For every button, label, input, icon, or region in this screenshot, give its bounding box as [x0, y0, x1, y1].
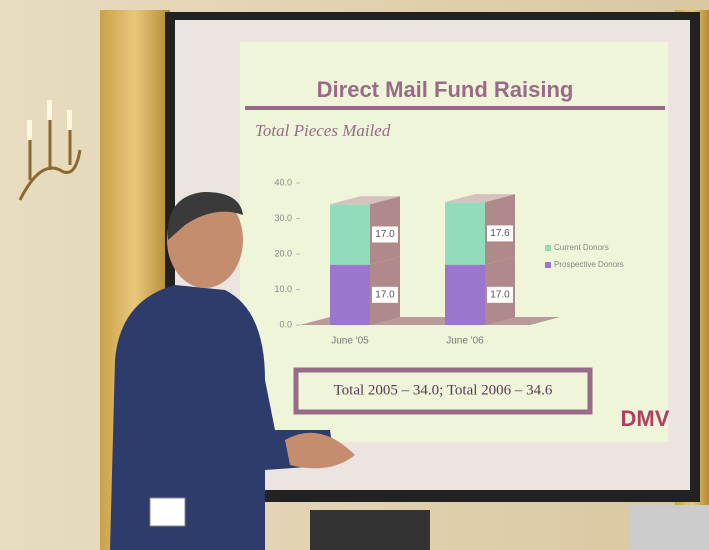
value-label: 17.0 — [490, 289, 510, 300]
legend-swatch — [545, 262, 551, 268]
totals-annotation: Total 2005 – 34.0; Total 2006 – 34.6 — [334, 382, 553, 398]
bar-segment — [330, 265, 370, 325]
value-label: 17.0 — [375, 289, 395, 300]
y-tick-label: 10.0 — [274, 284, 292, 294]
x-tick-label: June '06 — [446, 336, 484, 347]
logo: DMV — [621, 406, 670, 431]
slide-subtitle: Total Pieces Mailed — [255, 121, 391, 140]
bar-segment — [445, 202, 485, 264]
bar-segment — [330, 204, 370, 264]
y-tick-label: 40.0 — [274, 177, 292, 187]
laptop — [310, 510, 430, 550]
projector — [630, 505, 709, 550]
photo: Direct Mail Fund Raising Total Pieces Ma… — [0, 0, 709, 550]
slide-title: Direct Mail Fund Raising — [317, 77, 574, 102]
value-label: 17.0 — [375, 229, 395, 240]
bar-segment — [445, 265, 485, 325]
y-tick-label: 20.0 — [274, 248, 292, 258]
x-tick-label: June '05 — [331, 336, 369, 347]
legend-label: Current Donors — [554, 243, 609, 252]
y-tick-label: 0.0 — [279, 319, 292, 329]
legend-swatch — [545, 245, 551, 251]
legend-label: Prospective Donors — [554, 260, 624, 269]
value-label: 17.6 — [490, 228, 510, 239]
y-tick-label: 30.0 — [274, 213, 292, 223]
